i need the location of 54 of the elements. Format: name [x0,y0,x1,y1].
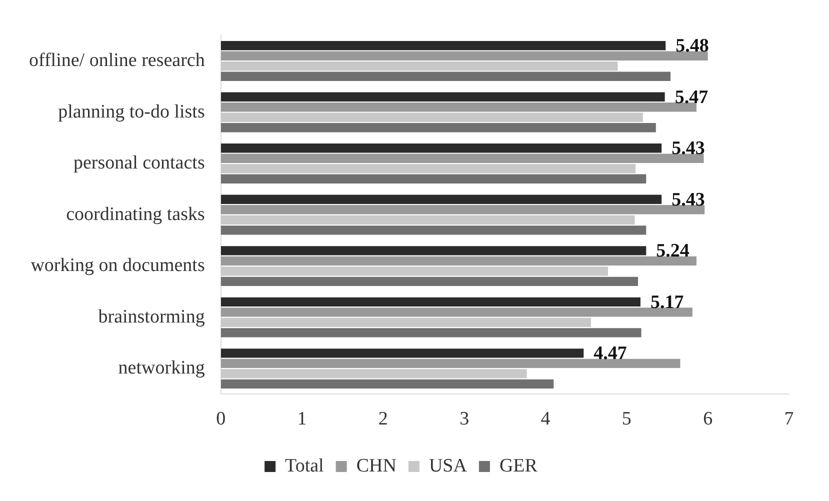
y-tick-label: planning to-do lists [58,101,205,122]
bar [220,205,705,214]
bar [220,348,584,358]
bar [220,266,608,276]
legend-label: USA [428,455,468,476]
legend-label: GER [499,455,538,476]
x-tick-label: 4 [540,408,551,430]
data-label: 5.24 [656,240,690,262]
bar [220,379,554,389]
y-tick-label: offline/ online research [28,50,206,72]
bar [220,164,636,174]
bar [220,256,696,266]
y-tick-label: personal contacts [73,152,205,174]
bar [220,358,680,368]
bar [220,246,646,256]
data-label: 4.47 [594,343,628,364]
x-tick-label: 3 [460,408,470,430]
bar [220,62,618,71]
bar [220,276,638,286]
bar [220,92,665,102]
bar [220,194,662,204]
data-label: 5.43 [672,138,705,160]
bar [220,102,696,112]
data-label: 5.43 [672,189,705,210]
x-tick-label: 1 [297,408,307,430]
bar [220,174,646,184]
x-tick-label: 5 [622,408,632,430]
bar [220,297,640,307]
bar [220,308,692,317]
bar [220,144,662,153]
bar [220,226,646,235]
data-label: 5.48 [676,36,709,57]
bar [220,51,708,61]
bar [220,369,527,378]
bar [220,215,635,225]
x-tick-label: 7 [784,408,794,430]
y-tick-label: coordinating tasks [66,204,205,225]
legend-label: Total [285,455,324,476]
x-tick-label: 6 [703,408,713,430]
y-tick-label: brainstorming [98,306,206,328]
bar [220,72,670,82]
data-label: 5.17 [650,292,684,313]
x-tick-label: 2 [378,408,388,430]
bar [220,123,656,132]
bar [220,112,643,122]
bar [220,318,591,328]
y-tick-label: working on documents [30,255,205,276]
y-tick-label: networking [118,358,206,379]
data-label: 5.47 [674,86,709,108]
bar [220,154,704,164]
bar [220,328,642,338]
legend-label: CHN [356,455,397,476]
x-tick-label: 0 [216,408,226,430]
bar [220,41,666,50]
